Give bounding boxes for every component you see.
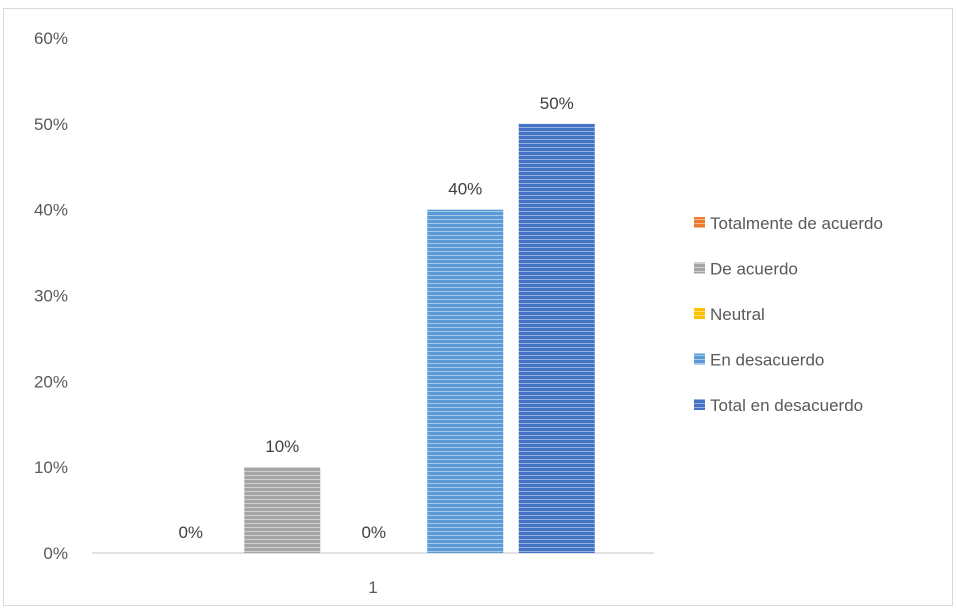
y-tick-label: 0% bbox=[43, 544, 68, 563]
y-tick-label: 10% bbox=[34, 458, 68, 477]
y-tick-label: 40% bbox=[34, 201, 68, 220]
bars bbox=[244, 123, 595, 553]
data-labels: 0% 10% 0% 40% 50% bbox=[178, 94, 573, 542]
data-label: 10% bbox=[265, 437, 299, 456]
legend-label: Total en desacuerdo bbox=[710, 396, 863, 415]
bar-de-acuerdo bbox=[244, 467, 321, 553]
legend-swatch bbox=[694, 353, 705, 365]
bar-total-en-desacuerdo bbox=[518, 123, 595, 553]
legend-swatch bbox=[694, 308, 705, 319]
bar-en-desacuerdo bbox=[427, 209, 504, 553]
legend-label: En desacuerdo bbox=[710, 351, 824, 370]
data-label: 0% bbox=[361, 523, 386, 542]
y-tick-label: 30% bbox=[34, 287, 68, 306]
y-tick-label: 20% bbox=[34, 372, 68, 391]
y-tick-label: 60% bbox=[34, 29, 68, 48]
legend-label: Neutral bbox=[710, 305, 765, 324]
y-axis: 0% 10% 20% 30% 40% 50% 60% bbox=[34, 29, 68, 563]
legend: Totalmente de acuerdo De acuerdo Neutral En… bbox=[694, 214, 883, 415]
x-tick-label: 1 bbox=[368, 578, 377, 597]
legend-swatch bbox=[694, 399, 705, 410]
legend-swatch bbox=[694, 262, 705, 274]
data-label: 40% bbox=[448, 180, 482, 199]
legend-label: Totalmente de acuerdo bbox=[710, 214, 883, 233]
data-label: 50% bbox=[540, 94, 574, 113]
y-tick-label: 50% bbox=[34, 115, 68, 134]
legend-label: De acuerdo bbox=[710, 260, 798, 279]
x-axis: 1 bbox=[368, 578, 377, 597]
data-label: 0% bbox=[178, 523, 203, 542]
legend-swatch bbox=[694, 217, 705, 228]
